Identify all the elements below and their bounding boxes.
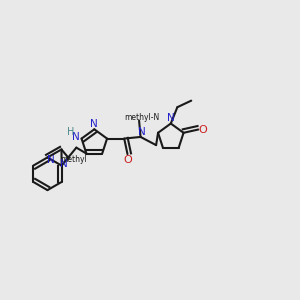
Text: methyl-N: methyl-N [124, 112, 160, 122]
Text: O: O [123, 155, 132, 165]
Text: methyl: methyl [60, 155, 87, 164]
Text: O: O [198, 124, 207, 134]
Text: N: N [90, 119, 98, 129]
Text: N: N [167, 113, 175, 123]
Text: N: N [138, 128, 146, 137]
Text: N: N [46, 155, 54, 165]
Text: N: N [72, 132, 80, 142]
Text: H: H [67, 127, 74, 137]
Text: N: N [60, 159, 68, 169]
